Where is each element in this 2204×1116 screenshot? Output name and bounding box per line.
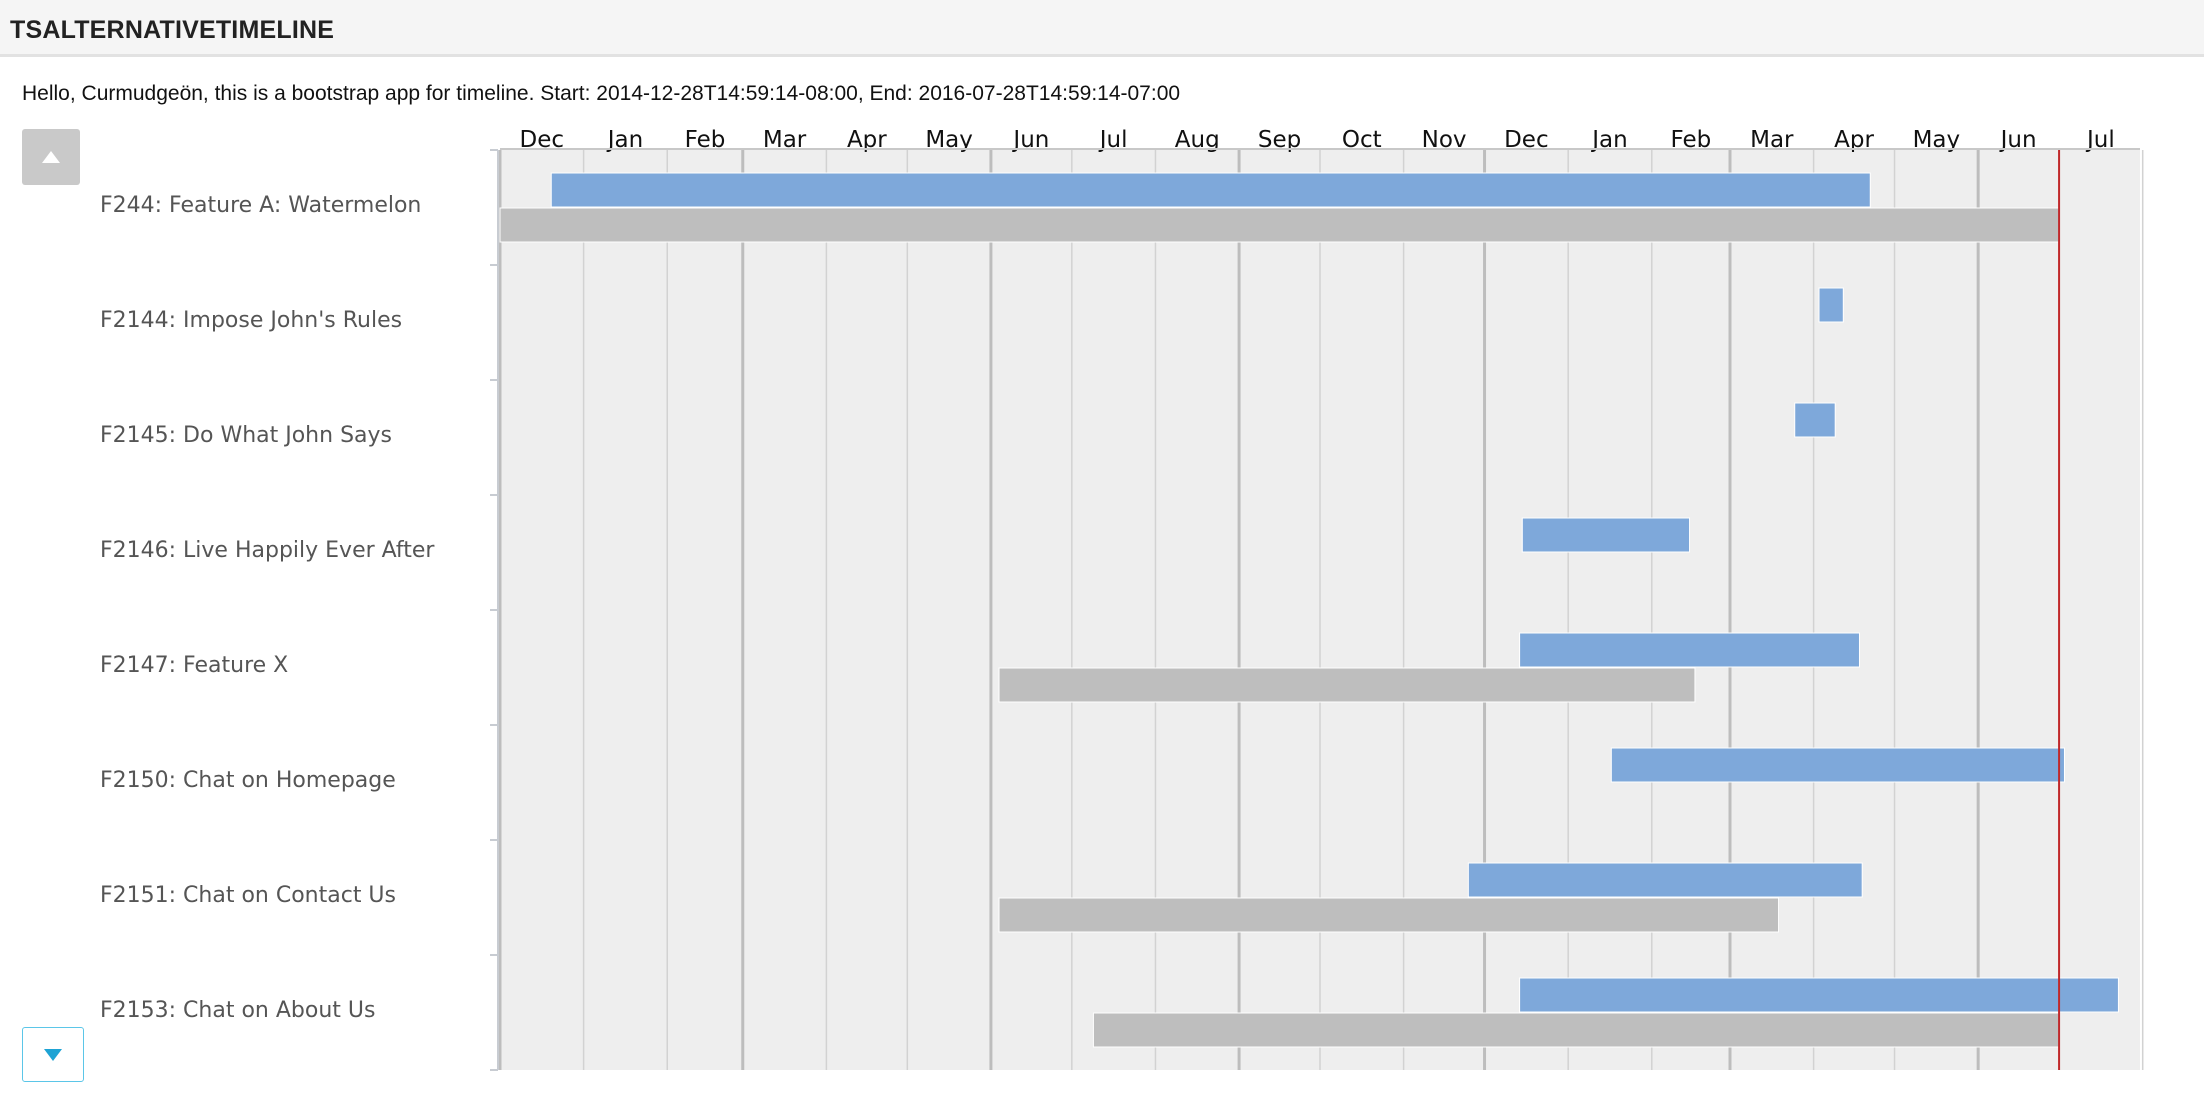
triangle-down-icon: [44, 1048, 62, 1061]
plan-bar: [1818, 287, 1844, 323]
row-label: F2151: Chat on Contact Us: [100, 883, 397, 908]
triangle-up-icon: [42, 151, 60, 163]
plan-bar: [1519, 977, 2119, 1013]
scroll-up-button[interactable]: [22, 129, 80, 185]
plan-bar: [1521, 517, 1691, 553]
plan-bar: [550, 172, 1871, 208]
scroll-down-button[interactable]: [22, 1027, 84, 1082]
plan-bar: [1610, 747, 2065, 783]
actual-bar: [998, 667, 1696, 703]
app-title: TSALTERNATIVETIMELINE: [10, 16, 335, 44]
actual-bar: [998, 897, 1780, 933]
actual-bar: [1092, 1012, 2060, 1048]
row-label: F2144: Impose John's Rules: [100, 308, 403, 333]
row-label: F2145: Do What John Says: [100, 423, 392, 448]
greeting-text: Hello, Curmudgeön, this is a bootstrap a…: [22, 82, 1181, 105]
row-label: F2150: Chat on Homepage: [100, 768, 396, 793]
row-label: F244: Feature A: Watermelon: [100, 193, 422, 218]
plan-bar: [1519, 632, 1860, 668]
plan-bar: [1467, 862, 1863, 898]
app-header: TSALTERNATIVETIMELINE: [0, 0, 2204, 57]
plan-bar: [1794, 402, 1836, 438]
row-label: F2146: Live Happily Ever After: [100, 538, 435, 563]
row-label: F2153: Chat on About Us: [100, 998, 376, 1023]
actual-bar: [499, 207, 2060, 243]
row-label: F2147: Feature X: [100, 653, 289, 678]
